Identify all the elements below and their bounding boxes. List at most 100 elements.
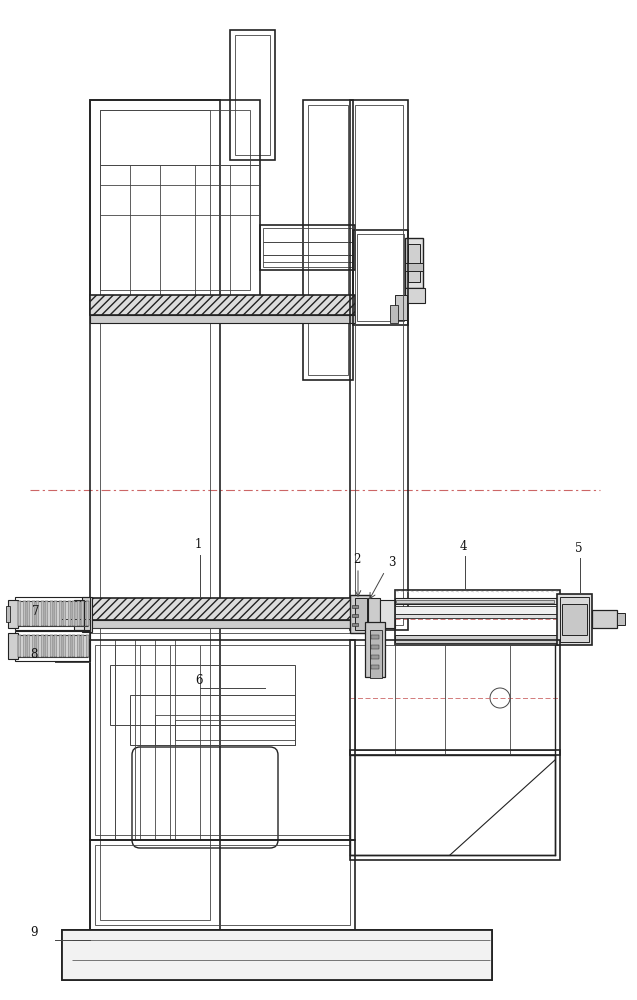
Bar [390, 305, 398, 323]
Bar [81, 635, 84, 657]
Bar [36, 601, 39, 626]
Bar [18, 635, 21, 657]
Bar [155, 715, 295, 745]
Bar [95, 845, 350, 925]
Bar [371, 655, 379, 659]
Bar [395, 598, 557, 604]
Bar [350, 750, 560, 860]
Bar [81, 601, 84, 626]
Text: 9: 9 [30, 926, 38, 939]
Bar [63, 635, 66, 657]
Bar [22, 635, 25, 657]
Bar [76, 601, 80, 626]
Bar [90, 640, 355, 840]
Bar [22, 601, 25, 626]
Bar [90, 100, 220, 930]
Bar [63, 601, 66, 626]
Bar [41, 635, 43, 657]
Bar [352, 614, 358, 617]
Bar [592, 610, 617, 628]
Text: 5: 5 [575, 542, 582, 555]
Bar [395, 614, 557, 618]
Bar [62, 930, 492, 980]
Bar [395, 643, 557, 645]
Text: 3: 3 [388, 556, 396, 569]
Bar [557, 594, 592, 645]
Bar [15, 631, 90, 661]
Bar [68, 635, 71, 657]
Bar [303, 100, 353, 380]
Bar [90, 598, 355, 620]
Bar [395, 635, 557, 643]
Text: 4: 4 [460, 540, 468, 553]
Bar [8, 600, 18, 628]
Bar [85, 601, 89, 626]
Bar [45, 635, 48, 657]
Bar [380, 600, 395, 628]
Bar [95, 645, 350, 835]
Bar [72, 601, 75, 626]
Bar [62, 930, 492, 980]
Bar [54, 601, 57, 626]
Bar [31, 635, 34, 657]
Bar [350, 640, 560, 755]
Bar [235, 35, 270, 155]
Bar [395, 295, 407, 320]
Bar [175, 720, 295, 740]
Bar [405, 238, 423, 288]
Bar [395, 590, 560, 645]
Bar [8, 633, 18, 659]
Bar [405, 263, 423, 271]
Bar [352, 605, 358, 608]
Bar [100, 110, 210, 920]
Bar [76, 635, 80, 657]
Bar [18, 601, 21, 626]
Bar [408, 244, 420, 282]
Bar [350, 100, 408, 630]
Bar [31, 601, 34, 626]
Bar [560, 597, 589, 642]
Bar [371, 635, 379, 639]
Bar [54, 635, 57, 657]
Bar [90, 100, 260, 300]
Bar [355, 645, 555, 750]
Bar [371, 665, 379, 669]
Text: 7: 7 [32, 605, 39, 618]
Bar [50, 635, 52, 657]
Bar [100, 110, 250, 290]
Bar [350, 755, 555, 855]
Bar [27, 601, 30, 626]
Bar [365, 622, 385, 677]
Bar [90, 315, 355, 323]
Text: 1: 1 [195, 538, 203, 551]
Bar [355, 598, 367, 630]
Bar [74, 600, 84, 630]
Bar [90, 295, 355, 315]
Bar [395, 606, 557, 614]
Bar [41, 601, 43, 626]
Text: 6: 6 [195, 674, 203, 687]
Bar [82, 597, 92, 632]
Bar [90, 840, 355, 930]
Bar [396, 600, 554, 603]
Bar [15, 597, 90, 630]
Bar [617, 613, 625, 625]
Bar [68, 601, 71, 626]
Bar [90, 628, 355, 633]
Bar [355, 105, 403, 625]
Bar [27, 635, 30, 657]
Bar [85, 635, 89, 657]
Bar [50, 601, 52, 626]
Bar [308, 105, 348, 375]
Bar [260, 225, 355, 270]
Bar [263, 228, 352, 267]
Bar [350, 595, 370, 633]
Bar [59, 601, 62, 626]
Bar [90, 620, 355, 628]
Bar [130, 695, 295, 745]
Bar [562, 604, 587, 635]
Bar [110, 665, 295, 725]
Bar [6, 606, 10, 622]
Bar [352, 623, 358, 626]
Bar [357, 234, 404, 321]
